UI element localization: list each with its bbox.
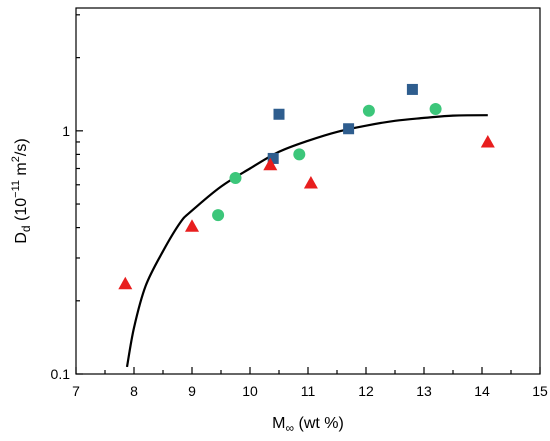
circle-marker <box>362 104 375 117</box>
x-tick-label: 11 <box>301 383 316 399</box>
circle-marker <box>229 171 242 184</box>
circle-marker <box>293 148 306 161</box>
y-label-exp: −11 <box>10 180 22 198</box>
square-marker <box>273 108 285 120</box>
x-tick-label: 8 <box>130 383 138 399</box>
x-tick-label: 12 <box>358 383 374 399</box>
triangle-marker <box>263 157 278 171</box>
plot-frame <box>75 7 541 375</box>
square-marker <box>406 83 418 95</box>
square-marker <box>267 152 279 164</box>
y-label-sub: d <box>19 225 33 232</box>
y-tick-label: 1 <box>62 123 70 139</box>
x-tick-label: 14 <box>474 383 490 399</box>
y-tick-label: 0.1 <box>51 366 71 382</box>
y-label-rest-a: (10 <box>13 198 30 226</box>
x-axis-ticks: 7 8 9 10 11 12 13 14 15 <box>72 367 548 399</box>
x-tick-label: 7 <box>72 383 80 399</box>
y-axis-label: Dd (10−11 m2/s) <box>10 138 33 243</box>
x-label-main: M <box>272 415 285 432</box>
fit-curve <box>125 114 488 368</box>
triangle-marker <box>185 219 199 232</box>
y-label-rest-c: /s) <box>13 138 30 156</box>
x-tick-label: 9 <box>188 383 196 399</box>
y-label-rest-b: m <box>13 162 30 180</box>
x-tick-label: 15 <box>532 383 548 399</box>
y-axis-ticks: 0.11 <box>51 14 83 382</box>
x-label-rest: (wt %) <box>294 415 344 432</box>
x-tick-label: 10 <box>242 383 258 399</box>
x-label-sub: ∞ <box>285 421 294 435</box>
y-label-exp2: 2 <box>10 156 22 162</box>
x-axis-label: M∞ (wt %) <box>272 415 344 435</box>
y-label-main: D <box>13 232 30 244</box>
square-marker <box>343 123 355 135</box>
circle-marker <box>212 209 225 222</box>
circle-marker <box>429 102 442 115</box>
triangle-marker <box>480 134 495 148</box>
triangle-marker <box>118 276 133 290</box>
triangle-marker <box>303 176 318 189</box>
data-markers <box>118 83 495 290</box>
x-tick-label: 13 <box>416 383 432 399</box>
